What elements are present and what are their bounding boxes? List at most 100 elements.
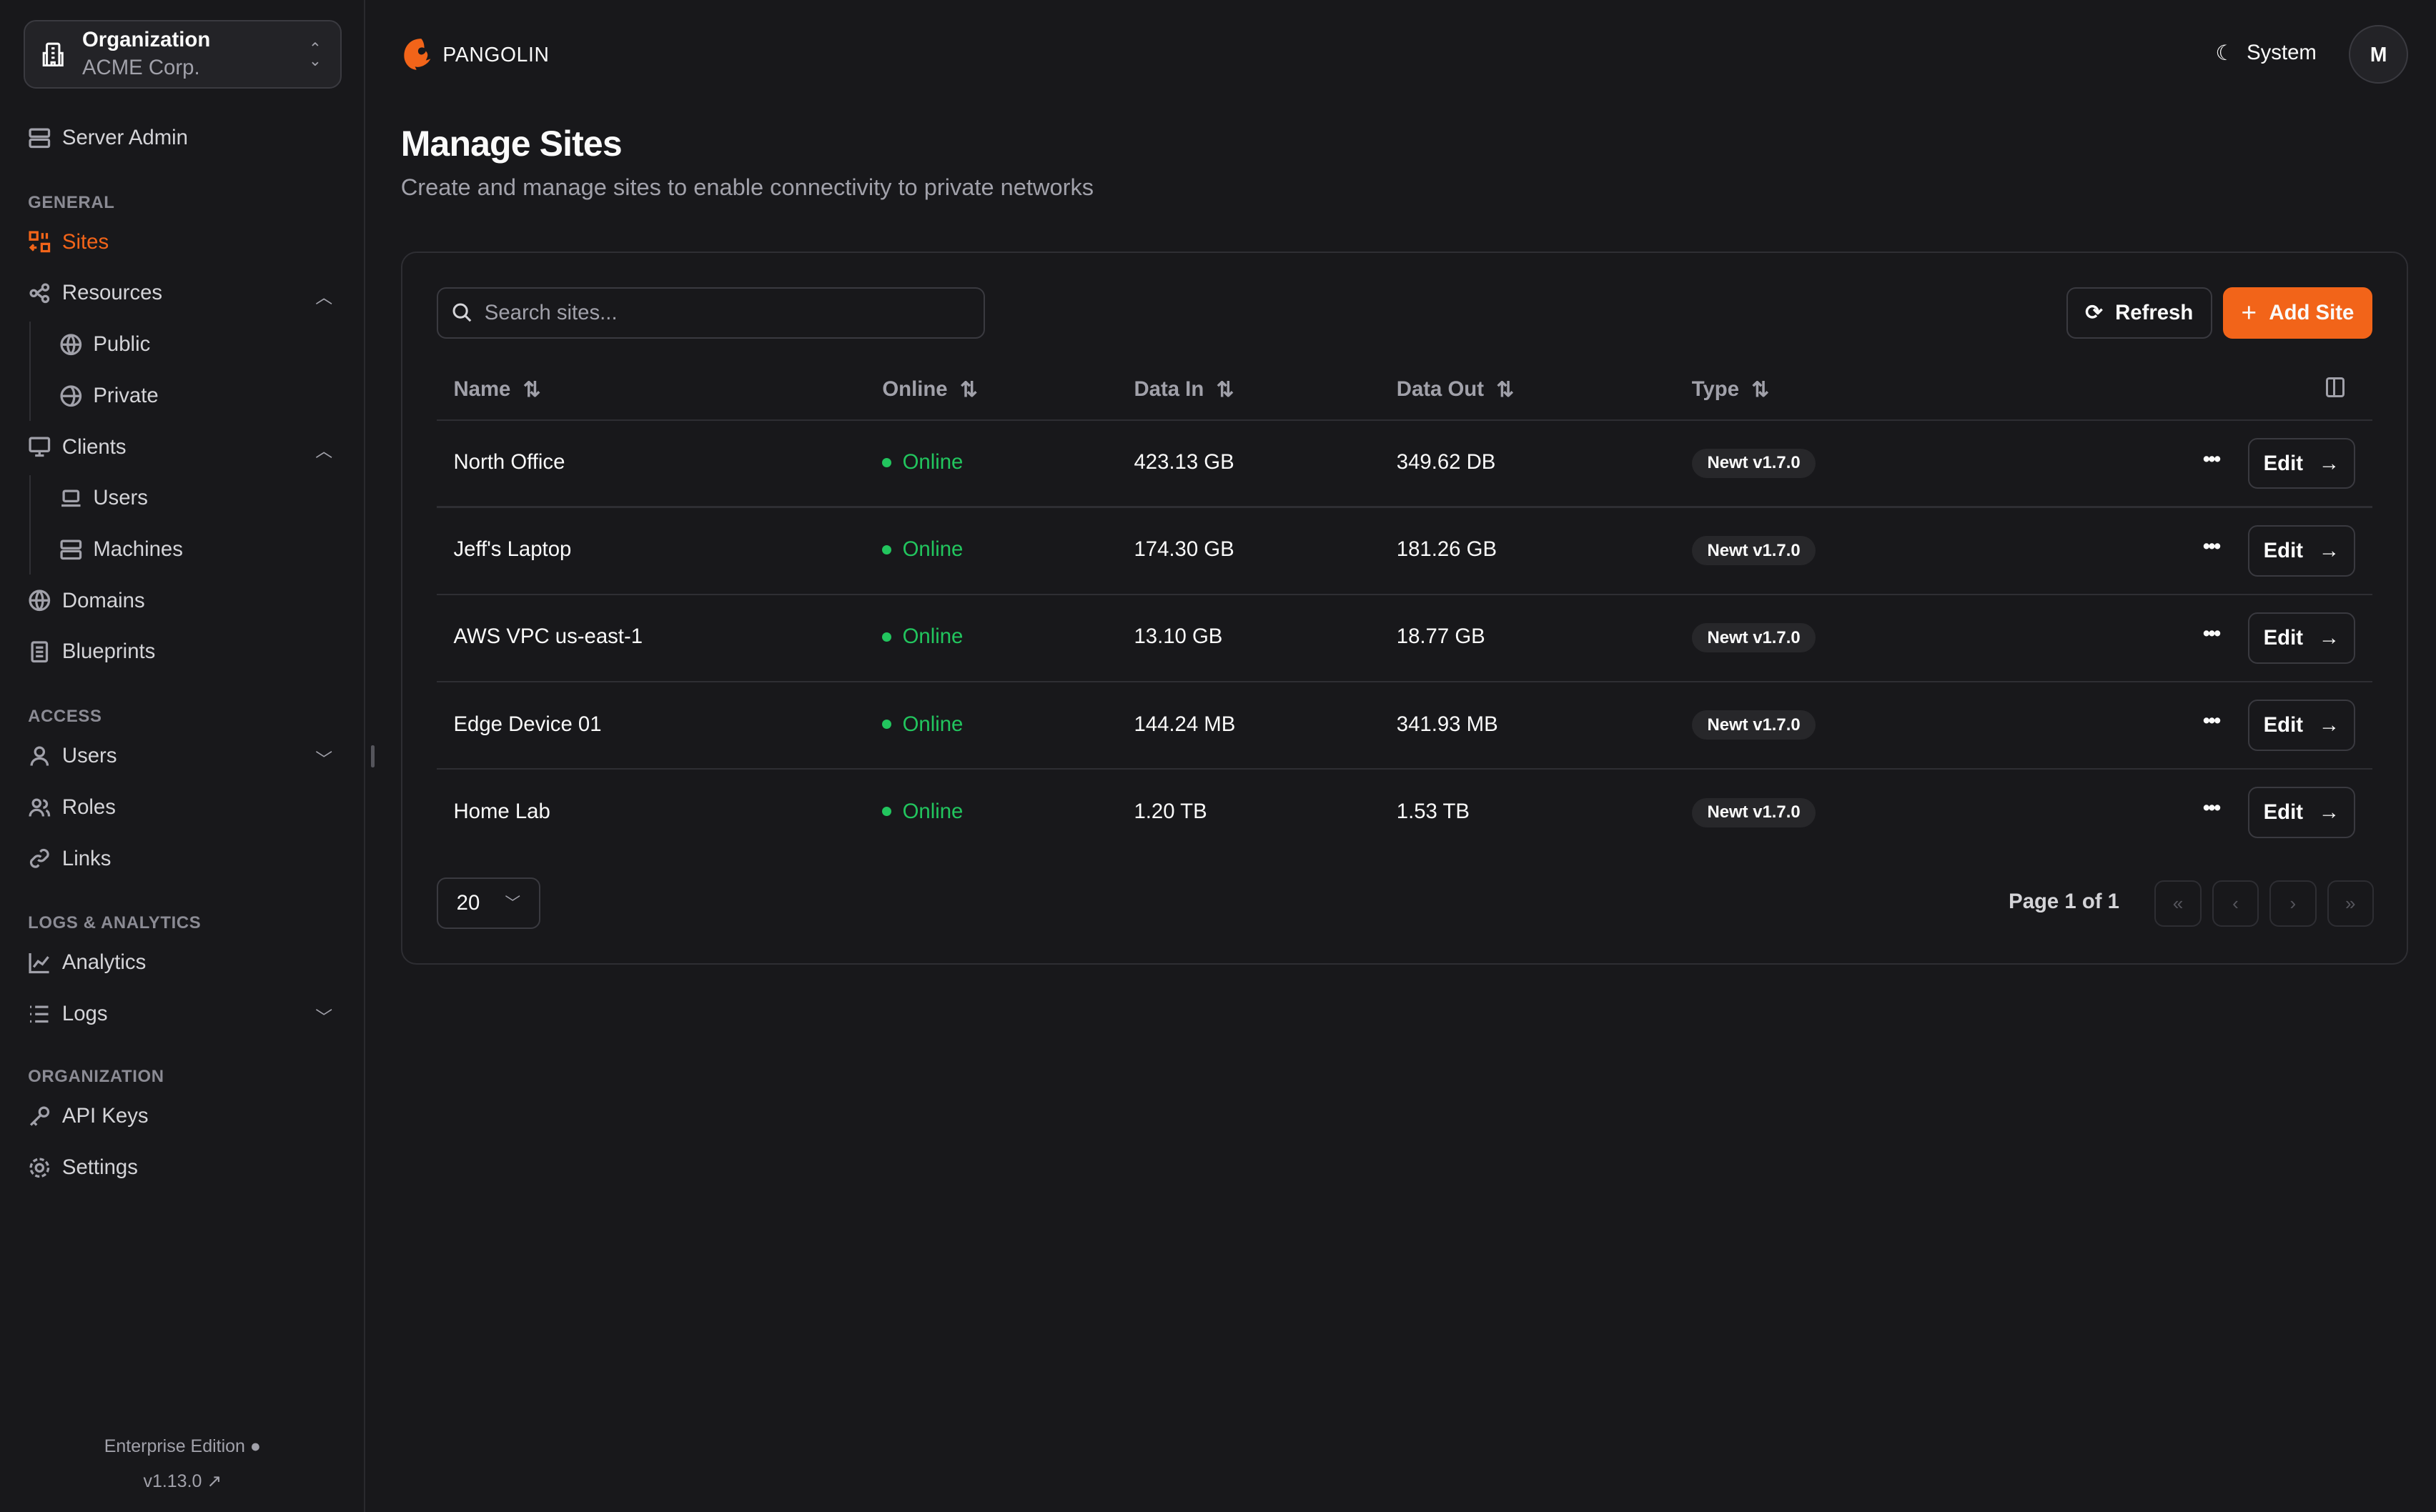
chevron-up-icon[interactable]: ︿ xyxy=(315,441,333,461)
label: Users xyxy=(61,744,117,768)
avatar[interactable]: M xyxy=(2349,24,2408,84)
sidebar-item-analytics[interactable]: Analytics xyxy=(28,950,146,975)
sidebar-item-roles[interactable]: Roles xyxy=(28,795,116,820)
next-page-button[interactable]: › xyxy=(2269,880,2317,927)
label: Sites xyxy=(61,229,109,254)
globe-lock-icon xyxy=(60,384,81,407)
data-in: 13.10 GB xyxy=(1134,625,1223,649)
arrow-right-icon: → xyxy=(2318,625,2340,650)
site-name: Jeff's Laptop xyxy=(453,537,572,562)
key-icon xyxy=(30,1106,50,1126)
page-size-select[interactable]: 20 ﹀ xyxy=(436,877,541,929)
status-label: Online xyxy=(902,799,964,823)
users-icon xyxy=(29,797,51,817)
search-placeholder: Search sites... xyxy=(484,300,618,324)
more-actions-icon[interactable]: ••• xyxy=(2202,796,2221,820)
status-dot-icon xyxy=(882,632,892,642)
last-page-button[interactable]: » xyxy=(2327,880,2374,927)
column-header-name[interactable]: Name ⇅ xyxy=(453,377,540,402)
brand-name: PANGOLIN xyxy=(442,42,550,66)
brand-logo[interactable]: PANGOLIN xyxy=(401,37,550,71)
data-out: 341.93 MB xyxy=(1396,712,1498,736)
sidebar-item-sites[interactable]: Sites xyxy=(28,230,109,254)
sidebar-item-server-admin[interactable]: Server Admin xyxy=(28,126,188,150)
edit-label: Edit xyxy=(2263,538,2304,562)
edit-button[interactable]: Edit → xyxy=(2247,700,2355,751)
add-site-button[interactable]: + Add Site xyxy=(2223,287,2372,339)
header-label: Name xyxy=(453,377,511,401)
header-label: Type xyxy=(1691,377,1740,401)
search-input[interactable]: Search sites... xyxy=(436,287,985,339)
edition[interactable]: Enterprise Edition ● xyxy=(0,1436,365,1457)
sidebar-item-logs[interactable]: Logs xyxy=(28,1002,108,1026)
edit-label: Edit xyxy=(2263,800,2304,825)
column-header-data-in[interactable]: Data In ⇅ xyxy=(1134,377,1234,402)
column-header-type[interactable]: Type ⇅ xyxy=(1692,377,1769,402)
edit-button[interactable]: Edit → xyxy=(2247,612,2355,664)
status-badge: Online xyxy=(882,625,963,649)
status-badge: Online xyxy=(882,800,963,824)
edit-label: Edit xyxy=(2263,713,2304,737)
add-site-label: Add Site xyxy=(2269,300,2355,324)
label: Clients xyxy=(61,434,127,459)
header-divider xyxy=(436,419,2372,421)
sidebar-item-client-users[interactable]: Users xyxy=(59,486,148,510)
label: Blueprints xyxy=(61,640,156,664)
version-label: v1.13.0 xyxy=(143,1471,202,1492)
globe-icon xyxy=(60,334,81,355)
type-badge: Newt v1.7.0 xyxy=(1691,710,1816,740)
sites-table-card: Search sites... ⟳ Refresh + Add Site Name ⇅… xyxy=(400,252,2408,965)
label: Server Admin xyxy=(61,126,188,150)
sidebar-resize-handle[interactable] xyxy=(371,745,375,767)
edit-label: Edit xyxy=(2263,625,2304,650)
sites-icon xyxy=(29,231,51,253)
chevron-up-icon[interactable]: ︿ xyxy=(315,287,333,307)
sidebar-item-clients[interactable]: Clients xyxy=(28,434,127,459)
sidebar-item-api-keys[interactable]: API Keys xyxy=(28,1104,149,1128)
external-link-icon: ↗ xyxy=(207,1471,222,1492)
data-in: 174.30 GB xyxy=(1134,537,1234,562)
status-label: Online xyxy=(902,625,964,649)
sidebar-item-resources[interactable]: Resources xyxy=(28,281,162,305)
edit-button[interactable]: Edit → xyxy=(2247,437,2355,489)
column-header-data-out[interactable]: Data Out ⇅ xyxy=(1397,377,1514,402)
sidebar-item-machines[interactable]: Machines xyxy=(59,537,183,562)
chevron-down-icon[interactable]: ﹀ xyxy=(315,1008,333,1028)
status-badge: Online xyxy=(882,537,963,562)
first-page-button[interactable]: « xyxy=(2154,880,2202,927)
edit-button[interactable]: Edit → xyxy=(2247,787,2355,839)
link-icon xyxy=(30,849,49,868)
page-title: Manage Sites xyxy=(400,123,623,164)
type-badge: Newt v1.7.0 xyxy=(1691,797,1816,827)
sidebar-item-domains[interactable]: Domains xyxy=(28,589,145,613)
data-out: 18.77 GB xyxy=(1396,625,1485,649)
chevron-down-icon[interactable]: ﹀ xyxy=(315,750,333,770)
more-actions-icon[interactable]: ••• xyxy=(2202,534,2221,557)
sidebar-item-links[interactable]: Links xyxy=(28,847,111,871)
monitor-icon xyxy=(29,437,51,457)
server-icon xyxy=(60,539,81,559)
theme-toggle[interactable]: ☾ System xyxy=(2215,41,2316,66)
more-actions-icon[interactable]: ••• xyxy=(2202,709,2221,732)
status-dot-icon xyxy=(882,807,892,817)
sidebar-item-public[interactable]: Public xyxy=(59,332,150,357)
edit-button[interactable]: Edit → xyxy=(2247,524,2355,577)
site-name: North Office xyxy=(453,450,565,474)
sidebar-item-blueprints[interactable]: Blueprints xyxy=(28,640,155,664)
arrow-right-icon: → xyxy=(2318,451,2340,475)
columns-icon[interactable] xyxy=(2325,377,2345,398)
building-icon xyxy=(42,42,64,66)
sidebar-item-settings[interactable]: Settings xyxy=(28,1155,138,1180)
version[interactable]: v1.13.0 ↗ xyxy=(0,1471,365,1492)
org-switcher[interactable]: Organization ACME Corp. ⌃ ⌄ xyxy=(23,20,342,89)
previous-page-button[interactable]: ‹ xyxy=(2212,880,2259,927)
label: Users xyxy=(93,486,148,510)
sidebar-item-users[interactable]: Users xyxy=(28,744,117,768)
sidebar-item-private[interactable]: Private xyxy=(59,384,159,408)
data-in: 144.24 MB xyxy=(1134,712,1236,736)
refresh-button[interactable]: ⟳ Refresh xyxy=(2066,287,2212,339)
more-actions-icon[interactable]: ••• xyxy=(2202,447,2221,470)
more-actions-icon[interactable]: ••• xyxy=(2202,622,2221,645)
column-header-online[interactable]: Online ⇅ xyxy=(882,377,977,402)
status-dot-icon xyxy=(882,544,892,554)
